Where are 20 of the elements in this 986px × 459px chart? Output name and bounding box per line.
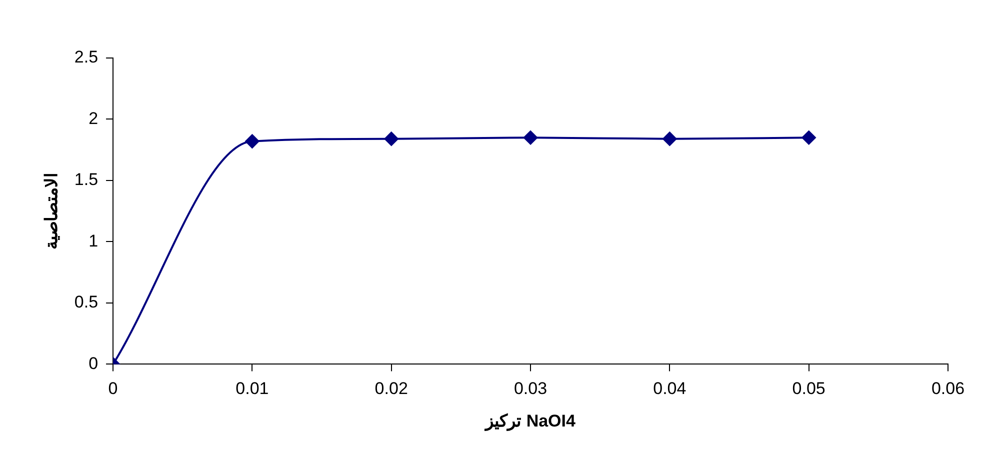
point xyxy=(662,132,677,146)
x-tick-label: 0.04 xyxy=(653,379,686,398)
x-tick-label: 0.01 xyxy=(236,379,269,398)
y-tick-label: 1.5 xyxy=(74,170,98,190)
point xyxy=(245,134,260,148)
x-tick-label: 0 xyxy=(108,379,118,398)
y-tick-label: 2 xyxy=(88,108,98,128)
x-tick-label: 0.03 xyxy=(514,379,548,398)
point xyxy=(802,130,816,145)
x-axis-title: تركيز NaOI4 xyxy=(484,411,576,432)
x-tick-label: 0.02 xyxy=(374,379,408,398)
y-tick-label: 2.5 xyxy=(74,48,98,67)
y-axis-title: الامتصاصية xyxy=(42,172,61,250)
y-tick-label: 1 xyxy=(88,231,98,250)
point xyxy=(524,130,538,145)
x-tick-label: 0.05 xyxy=(792,379,826,398)
y-tick-label: 0.5 xyxy=(74,292,98,312)
y-tick-label: 0 xyxy=(88,354,98,373)
x-tick-label: 0.06 xyxy=(931,379,965,398)
point xyxy=(384,132,398,146)
